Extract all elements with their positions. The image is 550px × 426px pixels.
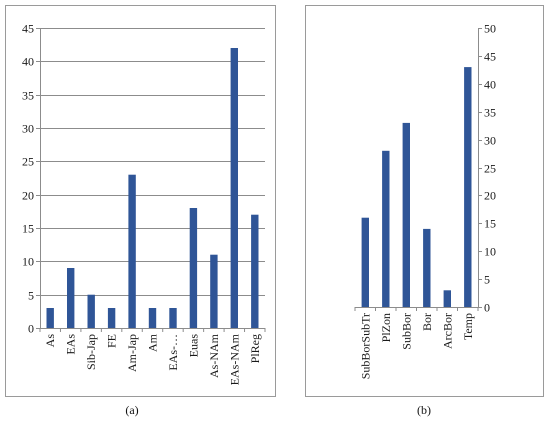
chart-a-bar-As (46, 308, 54, 328)
chart-a-category-label: EAs (64, 334, 78, 355)
chart-a-ytick-label: 30 (22, 122, 34, 136)
chart-b-ytick-label: 45 (484, 50, 496, 64)
chart-b-category-label: PlZon (379, 313, 393, 342)
chart-a-bar-Am (148, 308, 157, 328)
chart-a-category-label: Sib-Jap (84, 334, 98, 370)
chart-b-category-label: Temp (461, 313, 475, 340)
chart-a-bar-PlReg (251, 214, 259, 328)
chart-b-ytick-label: 5 (484, 273, 490, 287)
chart-b-category-label: Bor (420, 313, 434, 331)
chart-a-category-label: As (43, 334, 57, 348)
chart-a-category-label: Euas (186, 334, 200, 358)
chart-b-ytick-label: 35 (484, 106, 496, 120)
chart-b-category-label: SubBorSubTr (358, 313, 372, 379)
chart-a-bar-EAs (67, 268, 75, 328)
chart-b-bar-ArcBor (443, 290, 451, 307)
chart-a-bar-EAs-… (169, 308, 177, 328)
chart-a-ytick-label: 25 (22, 155, 34, 169)
chart-b-ytick-label: 25 (484, 162, 496, 176)
chart-a-ytick-label: 15 (22, 222, 34, 236)
chart-b-ytick-label: 40 (484, 78, 496, 92)
chart-a-category-label: Am-Jap (125, 334, 139, 372)
chart-a-bar-As-NAm (210, 254, 218, 328)
chart-a-category-label: As-NAm (207, 333, 221, 378)
chart-a-category-label: EAs-NAm (227, 333, 241, 385)
chart-b-ytick-label: 0 (484, 301, 490, 315)
chart-a-bar-Am-Jap (128, 174, 136, 328)
chart-a-category-label: PlReg (248, 334, 262, 363)
chart-a-category-label: EAs-… (166, 334, 180, 371)
chart-a-category-label: FE (105, 334, 119, 348)
chart-b-category-label: ArcBor (440, 313, 454, 349)
chart-b-ytick-label: 10 (484, 245, 496, 259)
chart-a-ytick-label: 35 (22, 89, 34, 103)
chart-a-bar-Sib-Jap (87, 294, 95, 328)
chart-b-bar-Temp (464, 67, 472, 307)
chart-a-ytick-label: 45 (22, 22, 34, 36)
chart-b-caption: (b) (417, 403, 431, 417)
chart-a-ytick-label: 0 (28, 322, 34, 336)
chart-a-bar-EAs-NAm (230, 48, 238, 328)
chart-b-frame (305, 5, 544, 397)
chart-b-bar-SubBor (402, 122, 410, 308)
chart-a-caption: (a) (125, 403, 139, 417)
chart-b-bar-SubBorSubTr (361, 217, 369, 307)
chart-a-category-label: Am (146, 333, 160, 352)
chart-a-bar-Euas (189, 208, 198, 328)
chart-b-bar-PlZon (382, 150, 390, 307)
chart-b-ytick-label: 30 (484, 134, 496, 148)
chart-a-ytick-label: 10 (22, 255, 34, 269)
chart-b-ytick-label: 20 (484, 189, 496, 203)
chart-b-category-label: SubBor (399, 313, 413, 350)
chart-a-bar-FE (107, 308, 116, 328)
chart-b-ytick-label: 15 (484, 217, 496, 231)
chart-a-ytick-label: 20 (22, 189, 34, 203)
chart-b-bar-Bor (423, 228, 431, 307)
chart-b-ytick-label: 50 (484, 22, 496, 36)
chart-a-ytick-label: 5 (28, 289, 34, 303)
chart-a-frame (5, 5, 276, 397)
chart-a-ytick-label: 40 (22, 55, 34, 69)
